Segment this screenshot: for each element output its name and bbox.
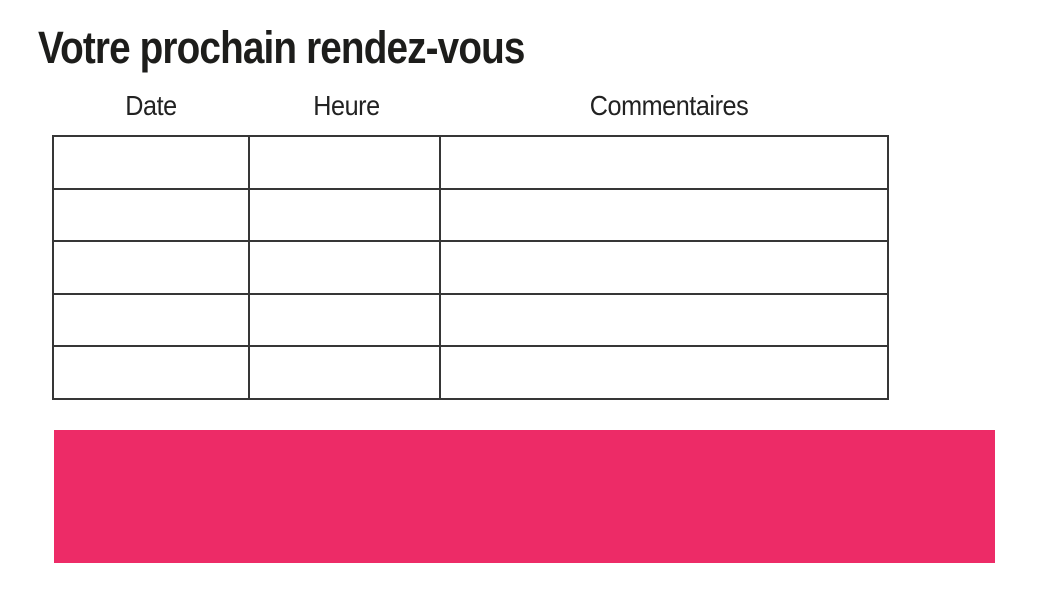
table-cell (52, 240, 250, 295)
appointments-table (52, 135, 889, 400)
table-cell (439, 292, 889, 347)
table-row (52, 240, 889, 295)
appointments-table-body (52, 135, 889, 400)
table-cell (248, 135, 441, 190)
table-header-row: Date Heure Commentaires (52, 90, 895, 122)
table-cell (248, 187, 441, 242)
table-cell (439, 187, 889, 242)
table-cell (52, 187, 250, 242)
table-cell (439, 135, 889, 190)
table-row (52, 135, 889, 190)
table-row (52, 187, 889, 242)
column-header-date: Date (125, 90, 177, 121)
column-header-commentaires: Commentaires (589, 90, 749, 121)
page-title: Votre prochain rendez-vous (38, 22, 525, 73)
highlight-banner (54, 430, 995, 563)
table-row (52, 292, 889, 347)
table-cell (248, 292, 441, 347)
table-cell (439, 345, 889, 400)
table-row (52, 345, 889, 400)
table-cell (248, 240, 441, 295)
column-header-heure: Heure (313, 90, 380, 121)
table-cell (52, 292, 250, 347)
table-cell (52, 345, 250, 400)
table-cell (248, 345, 441, 400)
table-cell (439, 240, 889, 295)
table-cell (52, 135, 250, 190)
